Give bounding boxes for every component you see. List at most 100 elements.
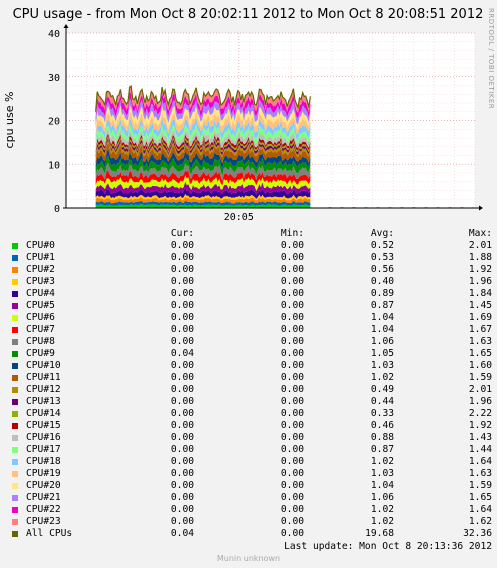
legend-min: 0.00 (280, 408, 304, 419)
legend-avg: 19.68 (365, 528, 394, 539)
chart: CPU usage - from Mon Oct 8 20:02:11 2012… (3, 7, 495, 223)
legend: Cur: Min: Avg: Max: CPU#0 0.00 0.00 0.52 2.0… (12, 228, 492, 540)
legend-max: 2.01 (468, 384, 492, 395)
legend-name: CPU#20 (26, 480, 61, 491)
series-area (95, 196, 311, 204)
y-axis-label: cpu use % (3, 92, 16, 149)
legend-name: CPU#8 (26, 336, 55, 347)
legend-name: CPU#16 (26, 432, 61, 443)
legend-name: CPU#10 (26, 360, 61, 371)
legend-min: 0.00 (280, 444, 304, 455)
legend-swatch (12, 303, 18, 309)
legend-row: CPU#9 0.04 0.00 1.05 1.65 (12, 348, 492, 360)
legend-row: CPU#4 0.00 0.00 0.89 1.84 (12, 288, 492, 300)
legend-avg: 1.02 (370, 372, 394, 383)
series-area (95, 204, 311, 208)
legend-cur: 0.00 (170, 288, 194, 299)
legend-min: 0.00 (280, 336, 304, 347)
series-area (95, 92, 311, 123)
header-max: Max: (468, 228, 492, 239)
legend-row: CPU#19 0.00 0.00 1.03 1.63 (12, 468, 492, 480)
series-area (95, 162, 311, 181)
legend-max: 1.64 (468, 504, 492, 515)
legend-swatch (12, 315, 18, 321)
legend-avg: 1.05 (370, 348, 394, 359)
legend-swatch (12, 483, 18, 489)
series-area (95, 110, 311, 139)
legend-avg: 0.40 (370, 276, 394, 287)
legend-name: CPU#23 (26, 516, 61, 527)
legend-min: 0.00 (280, 504, 304, 515)
legend-cur: 0.04 (170, 348, 194, 359)
series-area (95, 137, 311, 158)
legend-name: CPU#3 (26, 276, 55, 287)
legend-avg: 0.89 (370, 288, 394, 299)
legend-name: CPU#22 (26, 504, 61, 515)
header-min: Min: (280, 228, 304, 239)
legend-min: 0.00 (280, 252, 304, 263)
legend-avg: 0.87 (370, 444, 394, 455)
legend-row: CPU#20 0.00 0.00 1.04 1.59 (12, 480, 492, 492)
footer: Munin unknown (216, 554, 281, 563)
legend-header: Cur: Min: Avg: Max: (12, 228, 492, 240)
legend-avg: 0.56 (370, 264, 394, 275)
legend-swatch (12, 255, 18, 261)
legend-cur: 0.00 (170, 492, 194, 503)
legend-max: 32.36 (463, 528, 492, 539)
legend-row: CPU#16 0.00 0.00 0.88 1.43 (12, 432, 492, 444)
legend-row: CPU#10 0.00 0.00 1.03 1.60 (12, 360, 492, 372)
legend-name: CPU#17 (26, 444, 61, 455)
legend-min: 0.00 (280, 312, 304, 323)
legend-swatch (12, 507, 18, 513)
legend-avg: 1.02 (370, 516, 394, 527)
legend-min: 0.00 (280, 300, 304, 311)
legend-min: 0.00 (280, 420, 304, 431)
legend-swatch (12, 351, 18, 357)
axes: 0 10 20 30 40 20:05 (48, 24, 483, 223)
header-cur: Cur: (170, 228, 194, 239)
legend-max: 1.69 (468, 312, 492, 323)
legend-min: 0.00 (280, 348, 304, 359)
series-area (95, 200, 311, 206)
legend-max: 1.63 (468, 468, 492, 479)
legend-min: 0.00 (280, 396, 304, 407)
legend-swatch (12, 291, 18, 297)
series-area (95, 117, 311, 143)
legend-cur: 0.00 (170, 252, 194, 263)
legend-cur: 0.00 (170, 396, 194, 407)
legend-avg: 0.52 (370, 240, 394, 251)
legend-max: 1.65 (468, 348, 492, 359)
legend-min: 0.00 (280, 456, 304, 467)
legend-avg: 1.06 (370, 336, 394, 347)
stacked-areas (95, 84, 473, 208)
legend-row: CPU#11 0.00 0.00 1.02 1.59 (12, 372, 492, 384)
series-area (95, 170, 311, 186)
legend-max: 1.65 (468, 492, 492, 503)
legend-row: CPU#14 0.00 0.00 0.33 2.22 (12, 408, 492, 420)
legend-swatch (12, 459, 18, 465)
legend-cur: 0.00 (170, 420, 194, 431)
legend-name: CPU#2 (26, 264, 55, 275)
legend-swatch (12, 519, 18, 525)
legend-name: All CPUs (26, 528, 73, 539)
legend-row: CPU#7 0.00 0.00 1.04 1.67 (12, 324, 492, 336)
legend-row: CPU#17 0.00 0.00 0.87 1.44 (12, 444, 492, 456)
legend-avg: 1.04 (370, 312, 394, 323)
legend-swatch (12, 267, 18, 273)
legend-max: 2.01 (468, 240, 492, 251)
legend-cur: 0.00 (170, 264, 194, 275)
legend-max: 1.59 (468, 372, 492, 383)
header-avg: Avg: (370, 228, 394, 239)
last-update: Last update: Mon Oct 8 20:13:36 2012 (284, 541, 492, 552)
legend-avg: 0.88 (370, 432, 394, 443)
legend-avg: 1.04 (370, 480, 394, 491)
legend-cur: 0.00 (170, 324, 194, 335)
legend-cur: 0.00 (170, 516, 194, 527)
legend-cur: 0.00 (170, 504, 194, 515)
legend-name: CPU#14 (26, 408, 61, 419)
legend-max: 1.96 (468, 276, 492, 287)
legend-min: 0.00 (280, 240, 304, 251)
legend-row: CPU#23 0.00 0.00 1.02 1.62 (12, 516, 492, 528)
legend-max: 1.92 (468, 264, 492, 275)
legend-name: CPU#15 (26, 420, 61, 431)
